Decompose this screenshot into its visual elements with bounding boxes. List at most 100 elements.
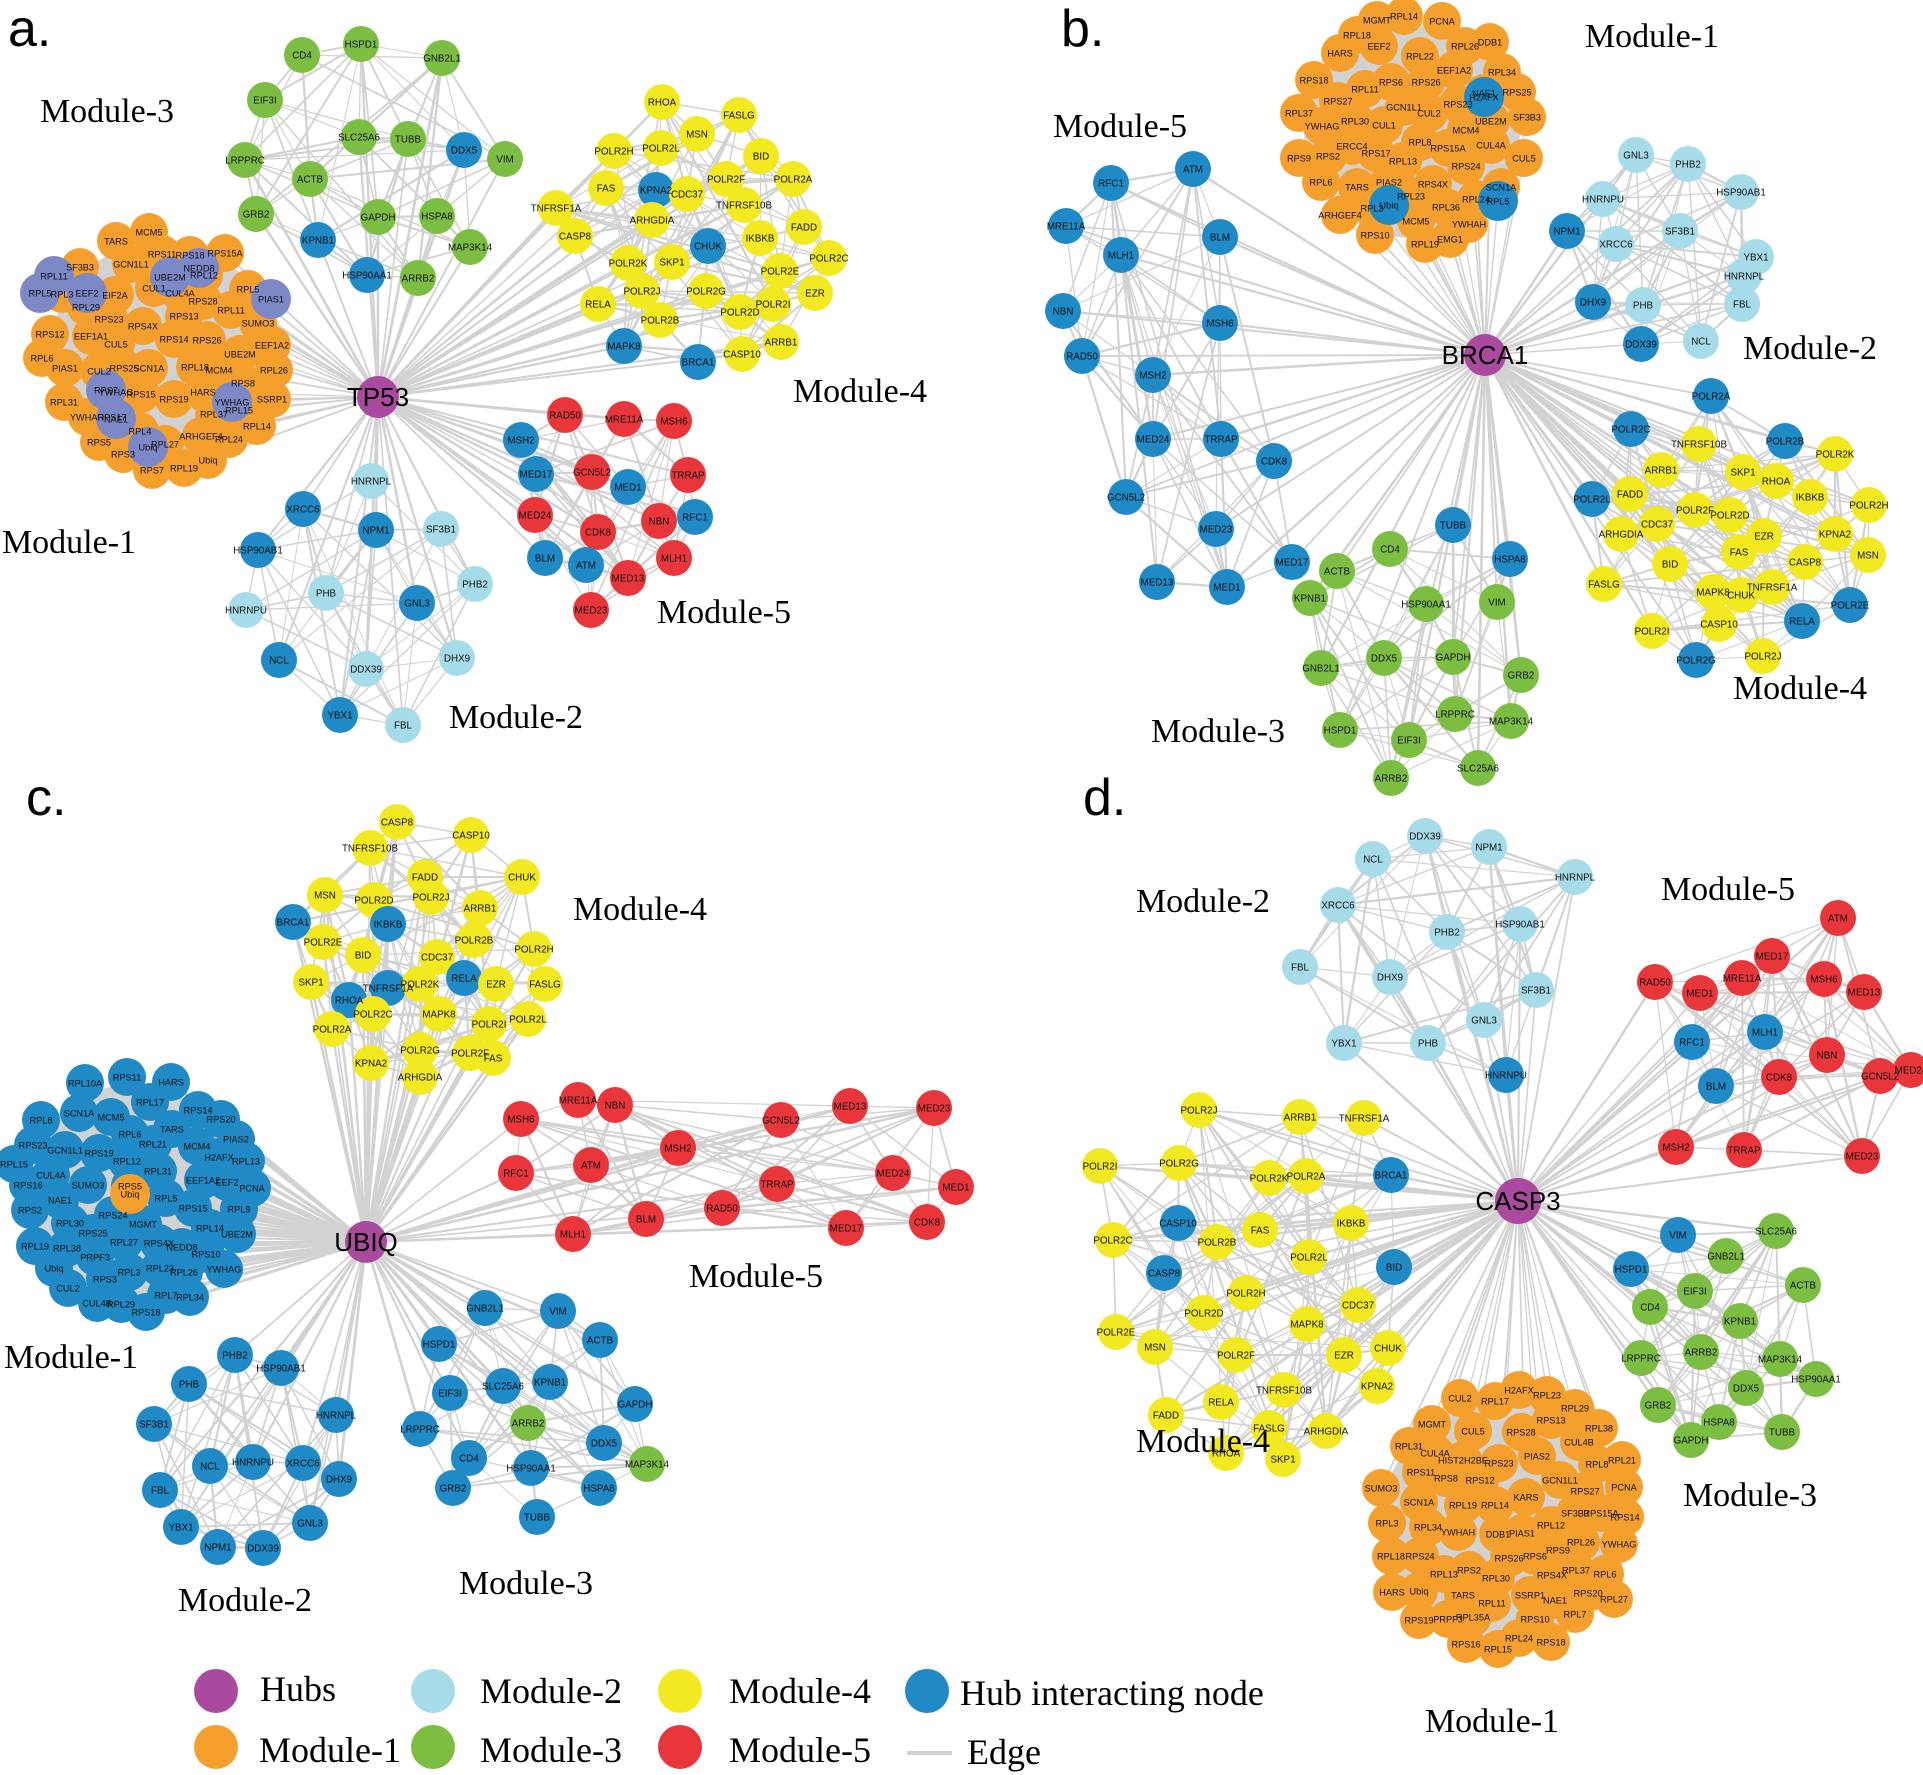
svg-text:CUL1: CUL1	[1372, 121, 1396, 131]
svg-text:MSH2: MSH2	[1139, 371, 1166, 382]
svg-text:RPL30: RPL30	[1482, 1574, 1510, 1584]
svg-text:RPS19: RPS19	[159, 395, 188, 405]
svg-text:Module-4: Module-4	[1733, 670, 1867, 707]
svg-text:RPL37: RPL37	[1285, 109, 1313, 119]
svg-text:HSPD1: HSPD1	[423, 1340, 456, 1351]
svg-text:POLR2H: POLR2H	[1226, 1289, 1265, 1300]
svg-text:Module-1: Module-1	[259, 1730, 401, 1770]
svg-text:LRPPRC: LRPPRC	[225, 156, 265, 167]
svg-text:RPS4X: RPS4X	[1418, 180, 1448, 190]
svg-text:RPL26: RPL26	[260, 366, 288, 376]
svg-text:CUL2: CUL2	[1417, 109, 1441, 119]
svg-text:POLR2J: POLR2J	[1180, 1106, 1217, 1117]
svg-text:RPL34: RPL34	[1414, 1523, 1442, 1533]
svg-text:MAPK8: MAPK8	[607, 342, 641, 353]
svg-text:FADD: FADD	[412, 873, 438, 884]
svg-text:FASLG: FASLG	[529, 980, 561, 991]
svg-text:POLR2A: POLR2A	[1692, 392, 1731, 403]
svg-text:SLC25A6: SLC25A6	[1457, 764, 1499, 775]
svg-text:MSH6: MSH6	[1810, 975, 1838, 986]
svg-text:MCM4: MCM4	[1452, 126, 1479, 136]
svg-text:MED17: MED17	[520, 470, 553, 481]
svg-text:RPS7: RPS7	[94, 386, 118, 396]
svg-text:PIAS1: PIAS1	[1509, 1529, 1535, 1539]
svg-text:RPL31: RPL31	[1395, 1442, 1423, 1452]
svg-text:POLR2H: POLR2H	[1849, 501, 1888, 512]
svg-text:RPL8: RPL8	[1409, 138, 1432, 148]
svg-text:POLR2J: POLR2J	[1744, 652, 1781, 663]
svg-text:SCN1A: SCN1A	[1486, 183, 1518, 193]
svg-text:Module-5: Module-5	[729, 1730, 871, 1770]
svg-text:Hub interacting node: Hub interacting node	[960, 1673, 1264, 1713]
svg-text:MED24: MED24	[1137, 435, 1170, 446]
svg-text:YWHAH: YWHAH	[1441, 1528, 1475, 1538]
svg-text:SKP1: SKP1	[1730, 468, 1755, 479]
svg-text:ARRB1: ARRB1	[1645, 466, 1678, 477]
svg-text:MAP3K14: MAP3K14	[448, 243, 493, 254]
svg-text:FADD: FADD	[1617, 490, 1643, 501]
svg-text:CUL4B: CUL4B	[82, 1299, 112, 1309]
svg-text:EEF2: EEF2	[216, 1178, 239, 1188]
svg-text:RPS25: RPS25	[78, 1229, 107, 1239]
svg-text:RPS12: RPS12	[35, 330, 64, 340]
svg-text:EIF3I: EIF3I	[438, 1389, 461, 1400]
svg-text:RPS11: RPS11	[148, 250, 176, 260]
svg-text:KPNB1: KPNB1	[302, 236, 334, 247]
svg-text:RPL12: RPL12	[1537, 1521, 1565, 1531]
svg-text:DDX5: DDX5	[1371, 654, 1398, 665]
svg-text:RPL36: RPL36	[1432, 203, 1460, 213]
svg-text:YBX1: YBX1	[327, 711, 352, 722]
svg-text:c.: c.	[26, 769, 66, 827]
svg-text:HSPD1: HSPD1	[1615, 1265, 1648, 1276]
svg-text:RPS13: RPS13	[169, 312, 198, 322]
svg-text:Module-4: Module-4	[573, 891, 707, 928]
svg-text:HSPA8: HSPA8	[583, 1484, 615, 1495]
svg-text:RPS3: RPS3	[111, 450, 135, 460]
svg-text:SF3B3: SF3B3	[1513, 113, 1541, 123]
svg-text:H2AFX: H2AFX	[1469, 93, 1499, 103]
svg-text:TARS: TARS	[160, 1125, 184, 1135]
svg-text:VIM: VIM	[496, 155, 513, 166]
svg-text:ARRB2: ARRB2	[402, 274, 435, 285]
svg-text:HNRNPL: HNRNPL	[351, 477, 392, 488]
svg-text:RPS15A: RPS15A	[207, 249, 243, 259]
svg-text:RPS10: RPS10	[191, 1250, 220, 1260]
svg-text:Module-3: Module-3	[480, 1730, 622, 1770]
svg-text:RPS28: RPS28	[1506, 1428, 1535, 1438]
svg-text:NCL: NCL	[200, 1462, 220, 1473]
svg-text:CASP8: CASP8	[381, 818, 414, 829]
svg-text:CASP3: CASP3	[1475, 1186, 1560, 1216]
svg-text:SF3B1: SF3B1	[139, 1420, 169, 1431]
svg-text:EEF1A2: EEF1A2	[1437, 66, 1471, 76]
svg-text:BRCA1: BRCA1	[1375, 1171, 1408, 1182]
svg-text:RPL21: RPL21	[139, 1140, 167, 1150]
svg-text:RPL19: RPL19	[1411, 240, 1439, 250]
svg-text:RPS27: RPS27	[1570, 1487, 1599, 1497]
svg-text:RPS5: RPS5	[87, 438, 111, 448]
svg-text:GAPDH: GAPDH	[361, 213, 396, 224]
svg-text:PHB2: PHB2	[462, 580, 488, 591]
svg-text:SLC25A6: SLC25A6	[482, 1382, 524, 1393]
svg-text:RPL26: RPL26	[1567, 1538, 1595, 1548]
svg-text:POLR2D: POLR2D	[1184, 1309, 1223, 1320]
svg-text:EMG1: EMG1	[1437, 235, 1463, 245]
svg-text:RPS14: RPS14	[159, 335, 188, 345]
svg-text:RPS12: RPS12	[1465, 1476, 1494, 1486]
svg-text:NPM1: NPM1	[1475, 843, 1502, 854]
svg-text:FBL: FBL	[1733, 300, 1752, 311]
svg-text:RPL18: RPL18	[1377, 1552, 1405, 1562]
svg-text:TUBB: TUBB	[1440, 521, 1467, 532]
svg-text:DHX9: DHX9	[1580, 298, 1606, 309]
svg-text:RPS4X: RPS4X	[144, 1239, 174, 1249]
svg-text:BID: BID	[1386, 1263, 1402, 1274]
svg-text:KARS: KARS	[1513, 1493, 1538, 1503]
svg-text:MSN: MSN	[686, 130, 708, 141]
svg-text:HNRNPU: HNRNPU	[232, 1458, 274, 1469]
svg-text:YWHAG: YWHAG	[99, 388, 134, 398]
svg-text:RPL34: RPL34	[1488, 68, 1516, 78]
svg-text:RPL19: RPL19	[21, 1242, 49, 1252]
svg-text:MED1: MED1	[942, 1183, 969, 1194]
svg-text:POLR2D: POLR2D	[354, 896, 393, 907]
svg-text:RPL9: RPL9	[228, 1205, 251, 1215]
svg-text:IKBKB: IKBKB	[374, 920, 403, 931]
